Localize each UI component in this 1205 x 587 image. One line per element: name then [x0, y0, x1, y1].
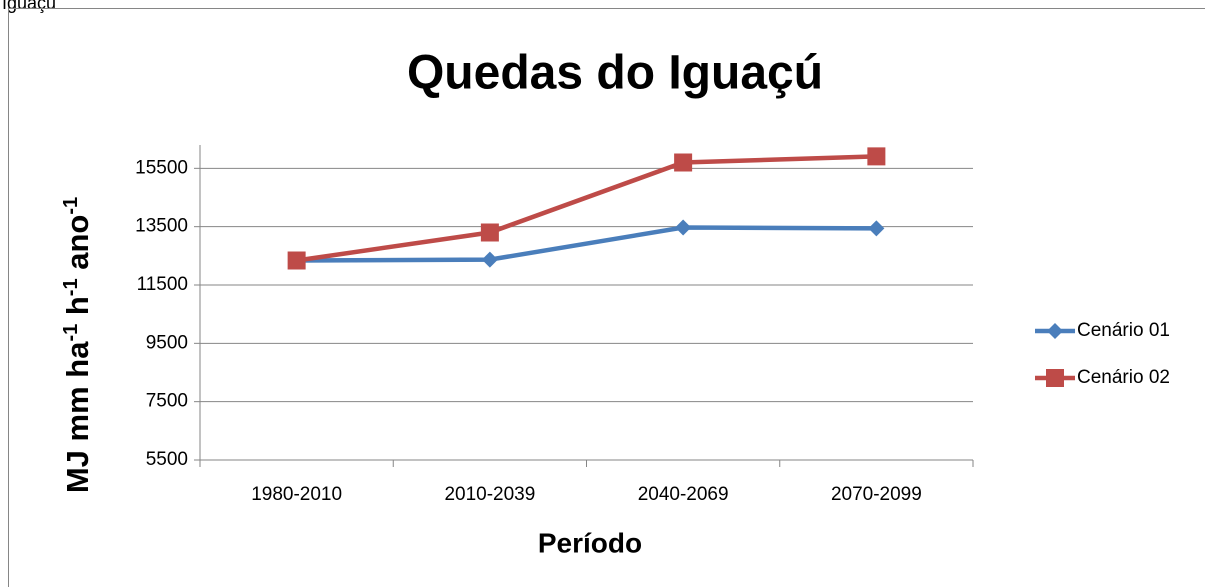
y-axis-label: MJ mm ha-1 h-1 ano-1	[60, 197, 95, 493]
y-label-text: ano	[60, 215, 95, 279]
y-label-text: h	[60, 296, 95, 324]
x-tick-label: 1980-2010	[251, 484, 342, 505]
chart-title: Quedas do Iguaçú	[407, 47, 823, 100]
legend-label: Cenário 02	[1077, 367, 1170, 388]
data-point	[674, 153, 693, 172]
y-tick-label: 9500	[146, 332, 188, 353]
series-line	[296, 154, 877, 263]
y-tick-label: 11500	[137, 274, 188, 295]
x-axis-label: Período	[538, 527, 642, 558]
data-point	[287, 251, 306, 270]
y-label-superscript: -1	[60, 278, 82, 296]
legend-marker	[1047, 323, 1063, 339]
legend-label: Cenário 01	[1077, 320, 1170, 341]
y-tick-label: 7500	[146, 391, 188, 412]
y-label-text: MJ mm ha	[60, 341, 95, 493]
x-tick-label: 2010-2039	[444, 484, 535, 505]
y-tick-label: 5500	[146, 449, 188, 470]
y-tick-label: 15500	[135, 157, 188, 178]
series-line	[296, 225, 877, 263]
x-tick-label: 2040-2069	[638, 484, 729, 505]
legend-marker	[1046, 369, 1064, 387]
y-label-superscript: -1	[60, 324, 82, 342]
caption: Iguaçu	[2, 0, 56, 13]
data-point	[480, 223, 499, 242]
chart-frame	[8, 8, 1205, 587]
x-tick-label: 2070-2099	[831, 484, 922, 505]
y-label-superscript: -1	[60, 197, 82, 215]
data-point	[675, 219, 692, 236]
data-point	[867, 147, 886, 166]
data-point	[868, 220, 885, 237]
data-point	[481, 251, 498, 268]
y-tick-label: 13500	[135, 216, 188, 237]
